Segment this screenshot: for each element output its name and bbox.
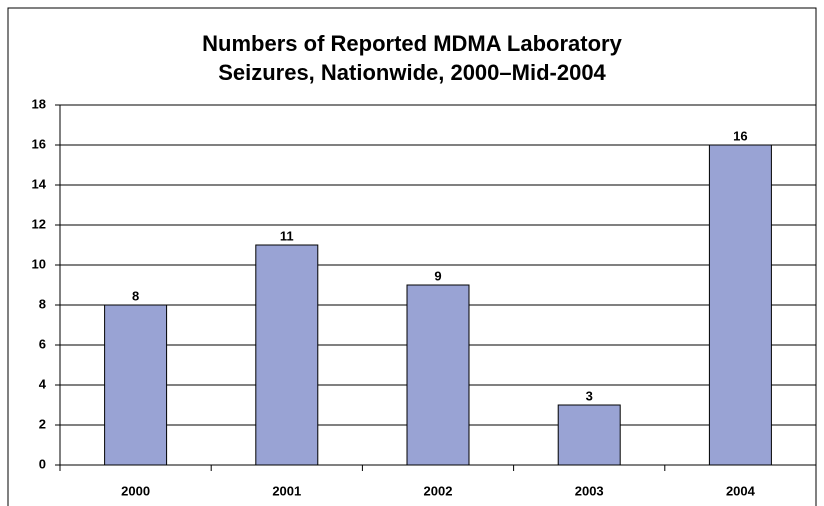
y-tick-label: 12: [32, 216, 46, 231]
x-tick-label: 2002: [424, 483, 453, 498]
y-tick-label: 10: [32, 256, 46, 271]
y-tick-label: 6: [39, 336, 46, 351]
y-tick-label: 14: [32, 176, 47, 191]
data-label: 8: [132, 288, 139, 303]
chart-title: Seizures, Nationwide, 2000–Mid-2004: [218, 60, 606, 85]
chart-border: [7, 7, 817, 506]
x-tick-label: 2001: [272, 483, 301, 498]
y-tick-label: 16: [32, 136, 46, 151]
x-tick-label: 2000: [121, 483, 150, 498]
data-label: 3: [586, 388, 593, 403]
bar: [255, 244, 319, 466]
bar: [104, 304, 168, 466]
y-tick-label: 2: [39, 416, 46, 431]
x-tick-label: 2003: [575, 483, 604, 498]
y-tick-label: 8: [39, 296, 46, 311]
y-tick-label: 18: [32, 96, 46, 111]
bar: [708, 144, 772, 466]
bar: [406, 284, 470, 466]
data-label: 16: [733, 128, 747, 143]
data-label: 9: [434, 268, 441, 283]
y-tick-label: 0: [39, 456, 46, 471]
y-tick-label: 4: [39, 376, 47, 391]
chart-title: Numbers of Reported MDMA Laboratory: [202, 31, 622, 56]
data-label: 11: [280, 228, 294, 243]
x-tick-label: 2004: [726, 483, 756, 498]
bar: [557, 404, 621, 466]
